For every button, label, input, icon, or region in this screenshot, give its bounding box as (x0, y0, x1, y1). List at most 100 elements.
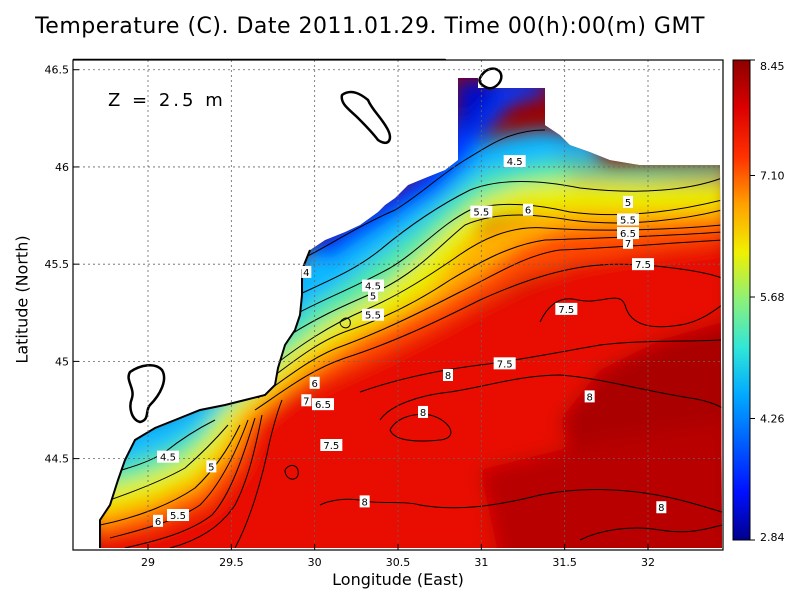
contour-label-text: 6 (311, 379, 317, 390)
y-axis-label: Latitude (North) (12, 235, 32, 364)
contour-label-text: 4.5 (365, 282, 381, 293)
contour-label: 7.5 (320, 439, 343, 452)
contour-label: 6.5 (617, 227, 639, 240)
contour-label-text: 5 (370, 291, 376, 302)
contour-label-bg (632, 258, 654, 271)
contour-label-text: 7.5 (635, 260, 651, 271)
contour-label-text: 4 (303, 268, 309, 279)
contour-label-bg (153, 514, 163, 527)
contour-label: 6 (523, 203, 533, 217)
contour-label-bg (493, 357, 516, 370)
contour-label-bg (167, 509, 189, 521)
contour-label-text: 7 (625, 239, 631, 250)
y-tick-label: 45.5 (45, 258, 70, 271)
contour-label: 6 (309, 376, 320, 390)
contour-label-text: 5.5 (365, 311, 381, 322)
contour-label: 5 (206, 460, 217, 473)
contour-label: 6 (153, 514, 163, 528)
x-tick-label: 31 (474, 556, 488, 569)
contour-label: 8 (359, 495, 370, 508)
y-tick-label: 44.5 (45, 453, 70, 466)
contour-label-bg (617, 213, 639, 226)
contour-label-bg (368, 289, 378, 302)
x-tick-label: 29 (141, 556, 155, 569)
colorbar-tick-label: 5.68 (760, 291, 785, 304)
contour-label-bg (320, 439, 343, 451)
contour-label-text: 6 (155, 517, 161, 528)
colorbar-tick-label: 7.10 (760, 170, 785, 183)
contour-label-bg (362, 308, 384, 321)
contour-label-bg (309, 376, 320, 389)
contour-label: 7.5 (555, 302, 578, 316)
depth-label: Z = 2.5 m (108, 90, 226, 111)
contour-label: 8 (443, 369, 453, 382)
contour-label-text: 7 (303, 396, 309, 407)
contour-label: 8 (418, 405, 428, 419)
contour-label: 5 (623, 195, 633, 209)
contour-label-text: 7.5 (558, 305, 574, 316)
contour-label: 5 (368, 289, 378, 302)
contour-label-text: 8 (445, 371, 451, 382)
contour-label-bg (301, 394, 312, 407)
y-tick-label: 45 (55, 355, 69, 368)
x-tick-label: 31.5 (552, 556, 577, 569)
contour-label-text: 8 (420, 408, 426, 419)
contour-label-bg (656, 501, 667, 514)
contour-label-text: 4.5 (507, 157, 523, 168)
contour-label-bg (523, 203, 533, 216)
x-axis-label: Longitude (East) (332, 570, 464, 589)
contour-label-text: 5.5 (170, 511, 186, 522)
contour-label: 7 (623, 236, 633, 250)
contour-label: 4 (301, 265, 312, 279)
contour-label: 6.5 (312, 398, 334, 411)
contour-label-bg (555, 302, 578, 315)
colorbar-ticks: 8.45 7.10 5.68 4.26 2.84 (750, 59, 785, 544)
colorbar-tick-label: 8.45 (760, 60, 785, 73)
contour-label-bg (312, 398, 334, 411)
contour-label-bg (301, 265, 312, 278)
colorbar (732, 59, 751, 541)
contour-label-bg (157, 450, 179, 463)
contour-label: 5.5 (167, 509, 189, 522)
contour-label-text: 8 (658, 503, 664, 514)
contour-label-bg (362, 279, 384, 292)
contour-label: 5.5 (617, 213, 639, 226)
contour-lines (100, 129, 722, 548)
contour-label-text: 7.5 (323, 441, 339, 452)
contour-label-text: 5 (625, 198, 631, 209)
grid-lines (73, 60, 723, 550)
contour-label-bg (617, 227, 639, 240)
contour-label: 4.5 (362, 279, 384, 293)
contour-label-bg (584, 390, 595, 403)
contour-label-bg (206, 460, 217, 473)
contour-label-text: 5.5 (473, 208, 489, 219)
contour-label-text: 6.5 (315, 400, 331, 411)
x-axis-ticks: 29 29.5 30 30.5 31 31.5 32 (141, 544, 655, 569)
contour-label-text: 7.5 (497, 359, 513, 370)
contour-label: 7.5 (632, 258, 654, 271)
contour-label-bg (623, 195, 633, 208)
contour-label-bg (470, 205, 493, 218)
contour-label-bg (418, 405, 428, 418)
contour-label: 5.5 (362, 308, 384, 322)
y-tick-label: 46.5 (45, 64, 70, 77)
x-tick-label: 32 (641, 556, 655, 569)
contour-label-bg (443, 369, 453, 381)
contour-label: 8 (656, 501, 667, 514)
shoreline (99, 249, 311, 548)
colorbar-tick-label: 2.84 (760, 531, 785, 544)
contour-label: 7 (301, 394, 312, 407)
contour-label: 4.5 (503, 155, 526, 168)
contour-label: 5.5 (470, 205, 493, 219)
contour-label-text: 6 (525, 206, 531, 217)
contour-label-bg (623, 236, 633, 249)
contour-label-bg (503, 155, 526, 168)
map-title: Temperature (C). Date 2011.01.29. Time 0… (35, 14, 705, 39)
contour-label-text: 6.5 (620, 229, 636, 240)
y-axis-ticks: 44.5 45 45.5 46 46.5 (45, 64, 79, 466)
x-tick-label: 30 (308, 556, 322, 569)
contour-label-text: 4.5 (160, 453, 176, 464)
contour-label-text: 8 (586, 392, 592, 403)
